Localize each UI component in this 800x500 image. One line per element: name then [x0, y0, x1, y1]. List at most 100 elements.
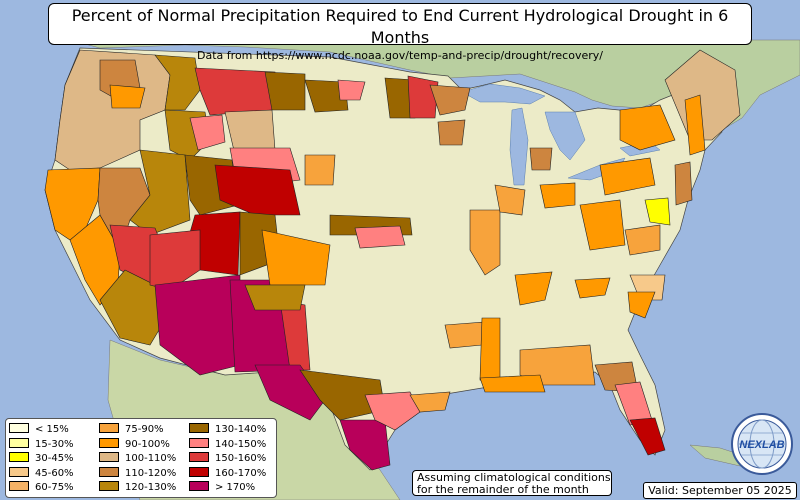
- montana-east-region: [194, 67, 276, 116]
- gulf-coast-orange-region: [479, 374, 546, 393]
- legend-swatch: [99, 481, 119, 491]
- texas-panhandle-region: [244, 284, 306, 311]
- legend-item: > 170%: [189, 481, 255, 493]
- logo-text: NEXLAB: [739, 439, 784, 451]
- arkansas-region: [444, 321, 486, 349]
- title-box: Percent of Normal Precipitation Required…: [48, 3, 752, 62]
- legend-item: 140-150%: [189, 437, 267, 450]
- legend-label: 130-140%: [215, 424, 267, 435]
- legend-label: 150-160%: [215, 453, 267, 464]
- legend-swatch: [9, 466, 29, 477]
- legend-label: 110-120%: [125, 467, 177, 479]
- legend-label: 75-90%: [125, 424, 164, 435]
- western-washington-region: [109, 84, 146, 109]
- legend-item: 130-140%: [189, 423, 266, 435]
- legend-item: 120-130%: [99, 481, 176, 493]
- valid-date: Valid: September 05 2025: [643, 482, 797, 499]
- pennsylvania-region: [599, 157, 656, 196]
- north-dakota-red-region: [337, 79, 366, 101]
- lake-michigan: [509, 107, 529, 186]
- legend-label: < 15%: [35, 424, 69, 435]
- ohio-region: [539, 182, 576, 209]
- central-texas-region: [299, 369, 386, 421]
- virginia-region: [624, 224, 661, 256]
- legend-label: > 170%: [215, 482, 256, 493]
- legend-swatch: [9, 423, 29, 433]
- south-carolina-region: [627, 291, 656, 319]
- drought-regions: [44, 49, 741, 471]
- kentucky-region: [574, 277, 611, 299]
- legend-swatch: [99, 452, 119, 462]
- legend-label: 15-30%: [35, 438, 74, 450]
- dakota-region: [304, 79, 349, 113]
- map-subtitle: Data from https://www.ncdc.noaa.gov/temp…: [197, 49, 603, 62]
- northern-rockies-region: [154, 54, 201, 111]
- west-virginia-region: [579, 199, 626, 251]
- colorado-central-region: [214, 164, 301, 216]
- legend-label: 60-75%: [35, 482, 74, 493]
- nebraska-region: [304, 154, 336, 186]
- legend-item: 90-100%: [99, 437, 170, 450]
- idaho-red-region: [189, 114, 226, 151]
- legend-swatch: [99, 437, 119, 448]
- legend-swatch: [189, 423, 209, 433]
- maryland-yellow-region: [644, 197, 671, 226]
- legend-item: 150-160%: [189, 452, 266, 464]
- legend-swatch: [189, 452, 209, 462]
- illinois-region: [469, 209, 501, 276]
- wisconsin-region: [407, 75, 439, 119]
- legend-swatch: [99, 466, 119, 477]
- legend-swatch: [9, 437, 29, 448]
- legend-item: 75-90%: [99, 423, 164, 435]
- legend-swatch: [9, 452, 29, 462]
- texas-coast-region: [364, 391, 421, 431]
- legend-label: 140-150%: [215, 438, 267, 450]
- lake-huron: [544, 111, 586, 161]
- legend-label: 120-130%: [125, 482, 177, 493]
- indiana-region: [494, 184, 526, 216]
- map-title: Percent of Normal Precipitation Required…: [71, 6, 729, 47]
- montana-far-east-region: [264, 71, 306, 111]
- legend-swatch: [9, 481, 29, 491]
- legend-item: < 15%: [9, 423, 69, 435]
- assumption-note: Assuming climatological conditions for t…: [412, 470, 612, 496]
- nexlab-globe-logo-icon: NEXLAB: [731, 413, 793, 475]
- arizona-south-region: [154, 274, 241, 376]
- mississippi-region: [479, 317, 501, 386]
- note-line-1: Assuming climatological conditions: [417, 471, 611, 484]
- arizona-north-region: [149, 229, 201, 291]
- canada-landmass: [69, 39, 800, 131]
- south-florida-region: [629, 417, 666, 456]
- upper-michigan-region: [429, 84, 471, 116]
- louisiana-coast-region: [409, 391, 451, 413]
- legend-item: 45-60%: [9, 466, 74, 479]
- iowa-region: [437, 119, 466, 146]
- legend-swatch: [189, 437, 209, 448]
- note-line-2: for the remainder of the month: [417, 483, 589, 496]
- high-plains-region: [261, 229, 331, 286]
- legend-item: 160-170%: [189, 466, 267, 479]
- legend-label: 160-170%: [215, 467, 267, 479]
- legend-item: 30-45%: [9, 452, 74, 464]
- legend-item: 60-75%: [9, 481, 74, 493]
- legend-label: 45-60%: [35, 467, 74, 479]
- new-york-region: [619, 104, 676, 151]
- kansas-red-region: [354, 225, 406, 249]
- legend-swatch: [189, 481, 209, 491]
- tennessee-region: [514, 271, 553, 306]
- legend-item: 15-30%: [9, 437, 74, 450]
- legend-label: 30-45%: [35, 453, 74, 464]
- legend-label: 100-110%: [125, 453, 177, 464]
- new-jersey-region: [674, 161, 693, 206]
- legend-item: 100-110%: [99, 452, 176, 464]
- legend: < 15% 15-30% 30-45% 45-60% 60-75% 75-90% 90-10…: [5, 418, 277, 498]
- legend-label: 90-100%: [125, 438, 170, 450]
- legend-swatch: [99, 423, 119, 433]
- legend-swatch: [189, 466, 209, 477]
- michigan-region: [529, 147, 553, 171]
- new-england-orange-region: [684, 94, 706, 156]
- lake-superior: [461, 83, 546, 105]
- legend-item: 110-120%: [99, 466, 177, 479]
